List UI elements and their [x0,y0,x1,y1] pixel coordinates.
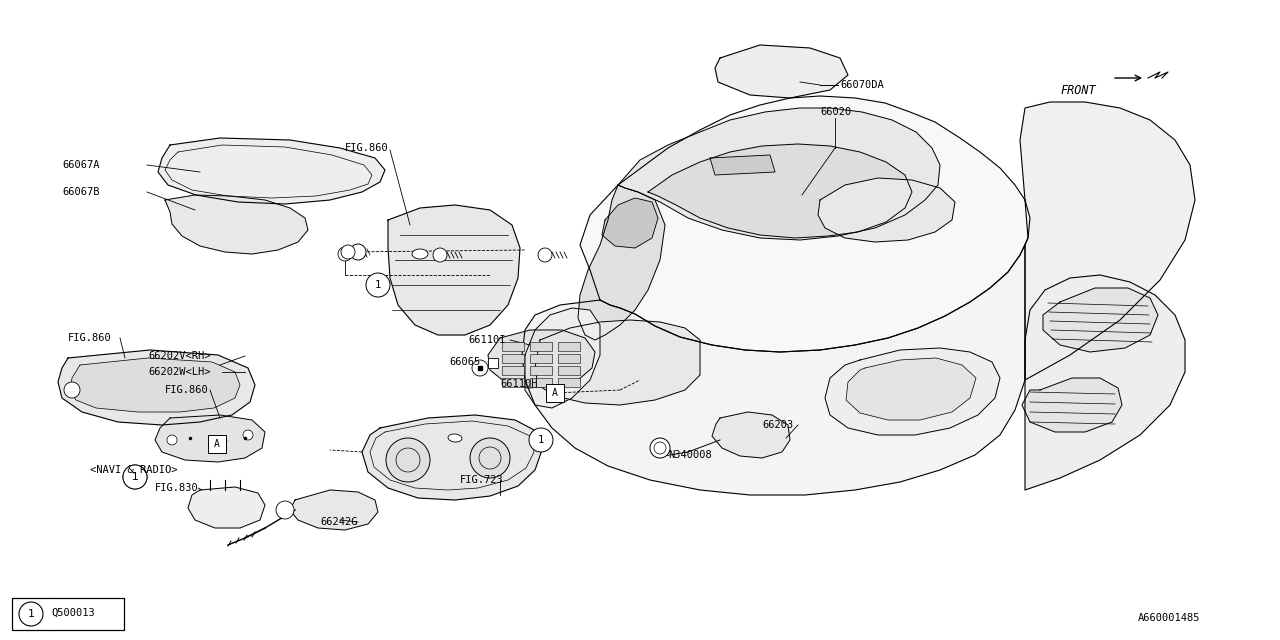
Bar [530,378,552,387]
Polygon shape [362,415,541,500]
Bar [207,435,227,453]
Circle shape [166,435,177,445]
Text: FIG.860: FIG.860 [68,333,111,343]
Text: 66242G: 66242G [320,517,357,527]
Polygon shape [618,108,940,240]
Circle shape [349,244,366,260]
Text: 1: 1 [375,280,381,290]
Text: N340008: N340008 [668,450,712,460]
Circle shape [529,428,553,452]
Circle shape [433,248,447,262]
Polygon shape [712,412,790,458]
Polygon shape [1020,102,1196,380]
Circle shape [470,438,509,478]
Bar [547,384,564,402]
Circle shape [276,501,294,519]
Circle shape [338,247,352,261]
Text: 66065: 66065 [449,357,480,367]
Text: A660001485: A660001485 [1138,613,1201,623]
Circle shape [650,438,669,458]
Polygon shape [525,308,600,408]
Text: A: A [552,388,558,398]
Bar [530,342,552,351]
Polygon shape [1043,288,1158,352]
Text: FIG.830: FIG.830 [155,483,198,493]
Polygon shape [580,96,1030,352]
Polygon shape [1021,378,1123,432]
Bar [488,358,498,368]
Polygon shape [70,358,241,412]
Polygon shape [818,178,955,242]
Text: A: A [214,439,220,449]
Bar [530,366,552,375]
Circle shape [19,602,44,626]
Polygon shape [155,415,265,462]
Polygon shape [157,138,385,204]
Text: 66110I: 66110I [468,335,506,345]
Polygon shape [58,350,255,425]
Text: 1: 1 [132,472,138,482]
Text: 66203: 66203 [762,420,794,430]
Circle shape [123,465,147,489]
Polygon shape [522,245,1025,495]
Bar [558,354,580,363]
Polygon shape [535,320,700,405]
Bar [502,342,524,351]
Text: 66067A: 66067A [61,160,100,170]
Text: 66202W<LH>: 66202W<LH> [148,367,210,377]
Text: 66202V<RH>: 66202V<RH> [148,351,210,361]
Circle shape [472,360,488,376]
Ellipse shape [448,434,462,442]
Text: 1: 1 [538,435,544,445]
Polygon shape [716,45,849,98]
Circle shape [387,438,430,482]
Polygon shape [579,185,666,340]
Circle shape [538,248,552,262]
Bar [558,378,580,387]
Polygon shape [488,330,595,388]
Polygon shape [1025,275,1185,490]
Text: FIG.860: FIG.860 [165,385,209,395]
Text: FIG.723: FIG.723 [460,475,504,485]
Polygon shape [188,487,265,528]
Polygon shape [291,490,378,530]
Text: 66067B: 66067B [61,187,100,197]
Bar [502,366,524,375]
Polygon shape [826,348,1000,435]
Text: 1: 1 [28,609,35,619]
Text: 66070DA: 66070DA [840,80,883,90]
Polygon shape [602,198,658,248]
Ellipse shape [412,249,428,259]
Text: FIG.860: FIG.860 [346,143,389,153]
Bar [530,354,552,363]
Text: 66020: 66020 [820,107,851,117]
Text: 1: 1 [132,472,138,482]
Circle shape [64,382,79,398]
Polygon shape [648,144,911,238]
Bar [12,598,124,630]
Bar [502,378,524,387]
Polygon shape [710,155,774,175]
Polygon shape [165,195,308,254]
Circle shape [340,245,355,259]
Bar [558,342,580,351]
Text: 66110H: 66110H [500,379,538,389]
Text: <NAVI & RADIO>: <NAVI & RADIO> [90,465,178,475]
Polygon shape [388,205,520,335]
Bar [502,354,524,363]
Polygon shape [846,358,977,420]
Text: FRONT: FRONT [1060,83,1096,97]
Circle shape [366,273,390,297]
Text: Q500013: Q500013 [51,608,95,618]
Bar [558,366,580,375]
Circle shape [243,430,253,440]
Circle shape [123,465,147,489]
